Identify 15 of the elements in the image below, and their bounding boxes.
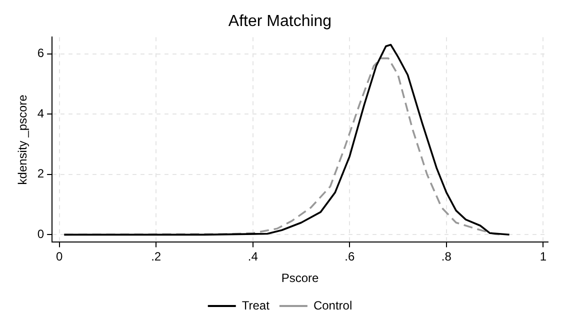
- y-tick-label: 0: [37, 226, 44, 241]
- x-tick-label: .8: [441, 250, 452, 264]
- x-tick-label: 0: [56, 250, 63, 264]
- legend-label: Control: [313, 298, 352, 312]
- legend-label: Treat: [242, 298, 270, 312]
- x-tick-label: .4: [248, 250, 258, 264]
- y-axis-title: kdensity _pscore: [16, 94, 30, 185]
- y-tick-label: 4: [37, 106, 44, 120]
- y-tick-label: 6: [37, 46, 44, 60]
- x-tick-label: .6: [344, 250, 355, 264]
- x-axis-title: Pscore: [281, 271, 320, 286]
- x-tick-label: .2: [151, 250, 162, 264]
- chart-title: After Matching: [228, 13, 332, 30]
- y-tick-label: 2: [37, 166, 44, 181]
- x-tick-label: 1: [540, 250, 547, 264]
